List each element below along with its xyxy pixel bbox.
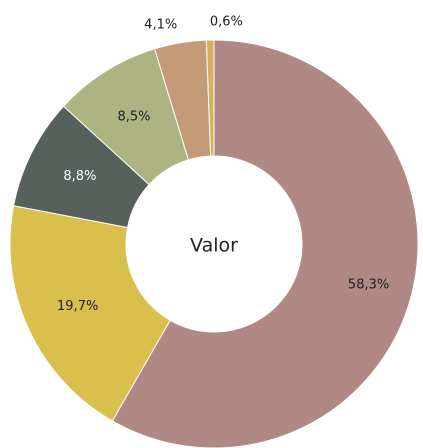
value-label: 58,3% (348, 278, 389, 293)
value-label: 0,6% (210, 15, 243, 30)
donut-hole (126, 156, 302, 332)
value-label: 8,5% (118, 110, 151, 125)
value-label: 19,7% (57, 299, 98, 314)
value-label: 4,1% (144, 18, 177, 33)
value-label: 8,8% (63, 169, 96, 184)
center-label: Valor (190, 235, 238, 257)
